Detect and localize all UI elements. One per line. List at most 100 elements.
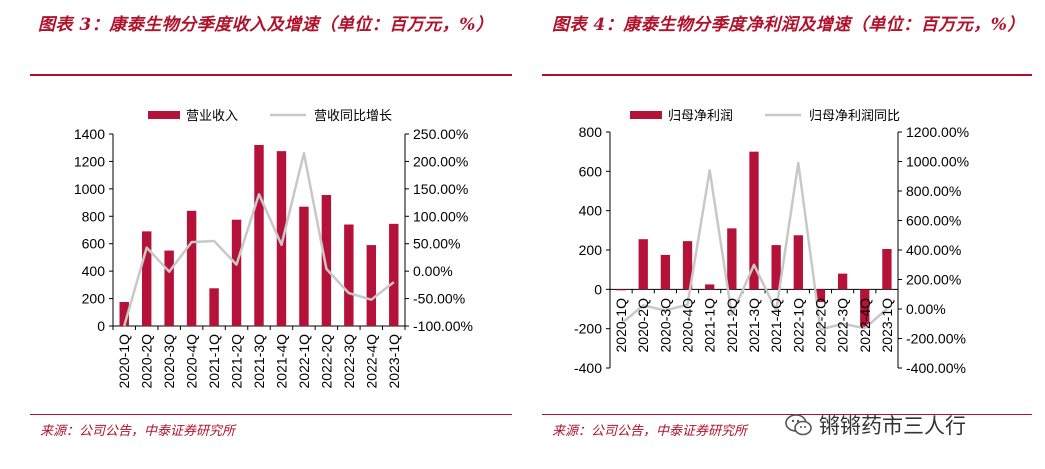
- y-right-tick-label: 400.00%: [906, 242, 961, 258]
- x-tick-label: 2020-4Q: [680, 298, 696, 353]
- x-tick-label: 2022-1Q: [296, 334, 312, 389]
- legend-line-label: 营收同比增长: [314, 109, 392, 124]
- legend-bar-label: 归母净利润: [668, 109, 733, 124]
- x-tick-label: 2021-4Q: [768, 298, 784, 353]
- y-right-tick-label: 800.00%: [906, 183, 961, 199]
- source-rule: [542, 414, 1032, 415]
- x-tick-label: 2021-3Q: [251, 334, 267, 389]
- bar: [616, 289, 626, 291]
- bar: [164, 250, 174, 326]
- x-tick-label: 2020-2Q: [635, 298, 651, 353]
- bar: [837, 273, 848, 290]
- bar: [186, 210, 197, 326]
- y-left-tick-label: 800: [82, 208, 106, 224]
- bar: [749, 151, 759, 290]
- x-tick-label: 2020-4Q: [184, 334, 200, 389]
- y-left-tick-label: 200: [82, 291, 106, 307]
- y-left-tick-label: -200: [574, 321, 602, 337]
- x-tick-label: 2022-1Q: [790, 298, 806, 353]
- watermark: 锵锵药市三人行: [785, 410, 966, 440]
- x-tick-label: 2022-3Q: [835, 298, 851, 353]
- y-right-tick-label: -400.00%: [906, 360, 966, 376]
- y-left-tick-label: 0: [97, 318, 105, 334]
- y-left-tick-label: 1400: [74, 126, 105, 142]
- x-tick-label: 2023-1Q: [879, 298, 895, 353]
- y-right-tick-label: -100.00%: [413, 318, 473, 334]
- x-tick-label: 2023-1Q: [386, 334, 402, 389]
- y-right-tick-label: 50.00%: [413, 236, 460, 252]
- bar: [254, 144, 264, 326]
- legend-bar-swatch: [148, 111, 180, 119]
- bar: [771, 245, 781, 290]
- panel-quarterly-revenue: 图表 3：康泰生物分季度收入及增速（单位：百万元，%） 0 200 400 600 80…: [0, 0, 522, 469]
- y-left-tick-label: 0: [594, 281, 602, 297]
- y-left-tick-label: 400: [579, 203, 603, 219]
- source-rule: [30, 414, 512, 415]
- bar: [299, 206, 309, 326]
- y-right-tick-label: 1000.00%: [906, 154, 969, 170]
- panel-quarterly-net-profit: 图表 4：康泰生物分季度净利润及增速（单位：百万元，%） -400 -200 0 20…: [522, 0, 1045, 469]
- y-left-tick-label: 1000: [74, 181, 105, 197]
- source-note: 来源：公司公告，中泰证券研究所: [40, 424, 236, 439]
- bar: [344, 224, 354, 326]
- revenue-chart: 0 200 400 600 800 1000 1200 1400 -100.00% -50.00%…: [74, 109, 473, 389]
- y-right-tick-label: 1200.00%: [906, 124, 969, 140]
- line-series: [620, 161, 888, 331]
- x-tick-label: 2020-3Q: [657, 298, 673, 353]
- x-tick-label: 2021-1Q: [702, 298, 718, 353]
- y-left-tick-label: -400: [574, 360, 602, 376]
- x-tick-label: 2021-3Q: [746, 298, 762, 353]
- legend-bar-swatch: [630, 111, 662, 119]
- y-right-tick-label: 200.00%: [413, 153, 468, 169]
- x-tick-label: 2022-2Q: [318, 334, 334, 389]
- x-tick-label: 2021-2Q: [724, 298, 740, 353]
- y-right-tick-label: 600.00%: [906, 213, 961, 229]
- y-right-tick-label: -200.00%: [906, 331, 966, 347]
- source-note: 来源：公司公告，中泰证券研究所: [552, 424, 748, 439]
- x-tick-label: 2020-1Q: [116, 334, 132, 389]
- y-left-tick-label: 600: [82, 236, 106, 252]
- figure-title: 图表 3：康泰生物分季度收入及增速（单位：百万元，%）: [38, 15, 494, 35]
- bar: [638, 239, 648, 290]
- bar: [660, 254, 671, 290]
- x-tick-label: 2021-4Q: [273, 334, 289, 389]
- y-left-tick-label: 800: [579, 124, 603, 140]
- x-tick-label: 2020-2Q: [139, 334, 155, 389]
- y-left-tick-label: 600: [579, 163, 603, 179]
- x-tick-label: 2022-3Q: [341, 334, 357, 389]
- y-left-tick-label: 1200: [74, 153, 105, 169]
- bar: [231, 219, 242, 326]
- x-tick-label: 2022-2Q: [812, 298, 828, 353]
- bar: [682, 241, 693, 290]
- bar: [705, 284, 715, 290]
- x-tick-label: 2022-4Q: [857, 298, 873, 353]
- bar: [321, 195, 332, 326]
- y-right-tick-label: -50.00%: [413, 291, 465, 307]
- y-left-tick-label: 400: [82, 263, 106, 279]
- x-tick-label: 2022-4Q: [363, 334, 379, 389]
- bar: [860, 289, 870, 328]
- y-right-tick-label: 0.00%: [906, 301, 946, 317]
- bar: [209, 288, 219, 326]
- bar: [882, 249, 892, 290]
- x-tick-label: 2020-1Q: [613, 298, 629, 353]
- watermark-text: 锵锵药市三人行: [819, 414, 966, 438]
- x-tick-label: 2021-2Q: [229, 334, 245, 389]
- line-series: [122, 151, 395, 327]
- bar: [793, 235, 803, 290]
- bar: [119, 302, 129, 326]
- bar: [276, 151, 287, 326]
- title-rule: [30, 74, 512, 76]
- x-tick-label: 2020-3Q: [161, 334, 177, 389]
- y-right-tick-label: 200.00%: [906, 272, 961, 288]
- figure-title: 图表 4：康泰生物分季度净利润及增速（单位：百万元，%）: [552, 15, 1025, 35]
- x-tick-label: 2021-1Q: [206, 334, 222, 389]
- bar: [815, 289, 826, 303]
- bar: [141, 231, 152, 326]
- y-right-tick-label: 150.00%: [413, 181, 468, 197]
- y-left-tick-label: 200: [579, 242, 603, 258]
- legend-line-label: 归母净利润同比: [809, 109, 900, 124]
- y-right-tick-label: 250.00%: [413, 126, 468, 142]
- net-profit-chart: -400 -200 0 200 400 600 800 -400.00% -200.00% 0.0…: [574, 109, 969, 376]
- y-right-tick-label: 100.00%: [413, 208, 468, 224]
